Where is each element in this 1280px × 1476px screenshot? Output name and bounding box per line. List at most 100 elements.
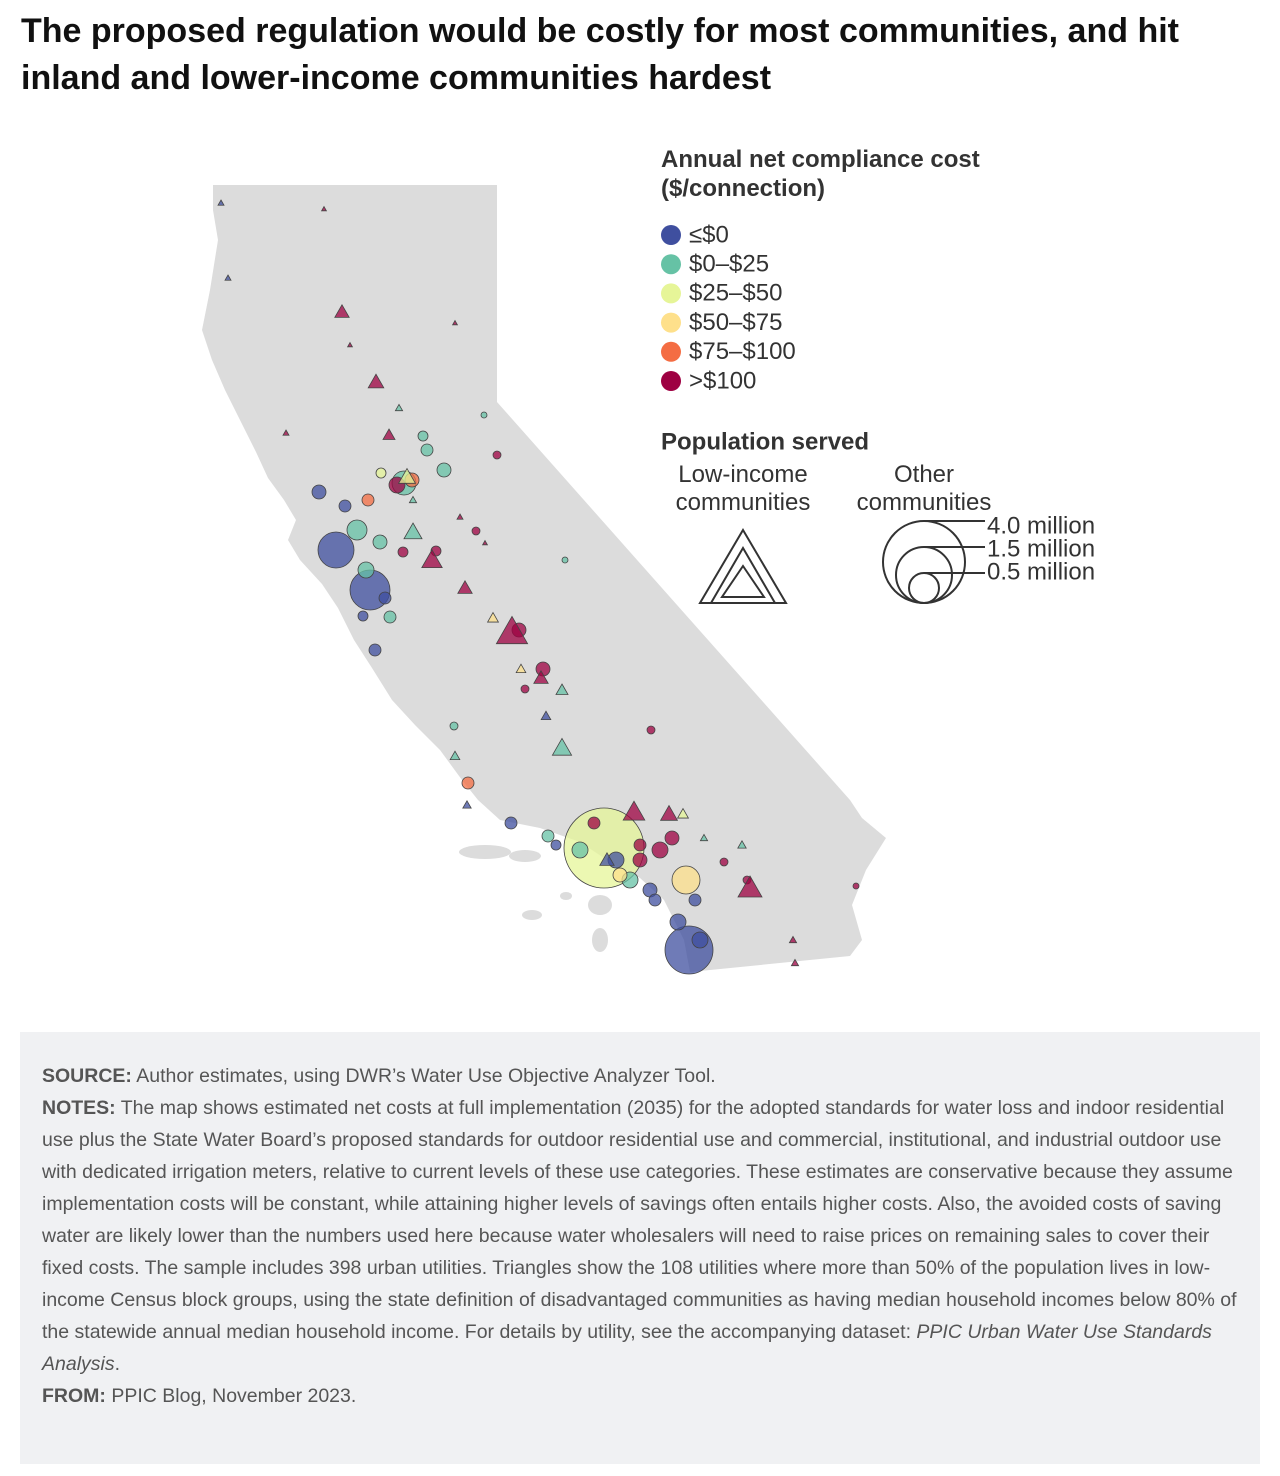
utility-marker [664,925,714,975]
legend-label: >$100 [689,367,756,394]
utility-marker [403,522,423,540]
utility-marker [357,610,369,622]
utility-marker [599,851,615,866]
utility-marker [719,857,729,867]
utility-marker [334,303,350,318]
footer: SOURCE: Author estimates, using DWR’s Wa… [20,1032,1260,1464]
utility-marker [587,816,601,830]
utility-marker [375,467,387,479]
utility-marker [346,519,368,541]
legend-title-text: ($/connection) [661,175,825,202]
utility-marker [383,610,397,624]
utility-marker [368,643,382,657]
utility-marker [451,319,459,326]
utility-marker [648,893,662,907]
size-label: 4.0 million [987,512,1095,539]
notes-dataset: PPIC Urban Water Use Standards Analysis [42,1321,1212,1375]
utility-marker [481,539,489,546]
notes-text: The map shows estimated net costs at ful… [42,1097,1237,1343]
utility-marker [540,710,552,720]
label-line: Low-income [678,461,807,488]
utility-marker [449,750,461,760]
triangle-key [698,528,788,604]
source-label: SOURCE: [42,1065,132,1087]
legend-label: ≤$0 [689,221,729,248]
utility-marker [651,841,669,859]
utility-marker [486,611,500,623]
utility-marker [224,274,232,281]
utility-marker [541,829,555,843]
notes-end: . [114,1353,121,1375]
utility-marker [449,721,459,731]
utility-marker [382,428,396,440]
utility-marker [699,833,709,842]
utility-marker [346,341,354,348]
utility-marker [646,725,656,735]
utility-marker [492,450,502,460]
legend-label: $50–$75 [689,309,782,336]
utility-marker [462,799,472,809]
utility-marker [520,684,530,694]
label-line: communities [676,489,811,516]
legend-swatch [661,254,681,275]
utility-marker [676,807,690,819]
utility-marker [632,852,648,868]
map: Annual net compliance cost ($/connection)… [202,146,1095,975]
utility-marker [551,737,573,756]
utility-marker [515,663,527,673]
utility-marker [571,841,589,859]
low-income-label: Low-income communities [676,461,811,516]
legend-swatch [661,312,681,333]
legend-swatch [661,341,681,362]
utility-marker [317,531,355,569]
utility-marker [612,867,628,883]
legend-swatch [661,283,681,304]
utility-marker [790,958,800,967]
utility-marker [457,579,473,594]
utility-marker [361,493,375,507]
utility-marker [495,615,529,645]
utility-marker [372,534,388,550]
utility-marker [737,875,763,898]
utility-marker [737,839,747,849]
utility-marker [394,403,404,412]
utility-marker [320,205,328,212]
markers [217,199,860,975]
utility-marker [480,411,488,419]
utility-marker [461,776,475,790]
utility-marker [659,804,679,821]
size-legend-title: Population served [661,428,869,455]
utility-marker [561,556,569,564]
utility-marker [533,669,549,684]
source-text: Author estimates, using DWR’s Water Use … [136,1065,716,1087]
size-label: 1.5 million [987,535,1095,562]
utility-marker [421,548,443,569]
from-text: PPIC Blog, November 2023. [111,1385,357,1407]
legend-swatch [661,371,681,391]
label-line: Other [894,461,954,488]
legend-title: Annual net compliance cost ($/connection) [661,146,980,202]
utility-marker [417,430,429,442]
title: The proposed regulation would be costly … [21,12,1179,97]
utility-marker [504,816,518,830]
utility-marker [282,429,290,436]
utility-marker [555,683,569,695]
utility-marker [788,935,798,944]
legend-label: $75–$100 [689,338,796,365]
utility-marker [664,830,680,846]
utility-marker [691,931,709,949]
utility-marker [456,513,464,520]
utility-marker [378,591,392,605]
circle-key [882,520,985,604]
source: SOURCE: Author estimates, using DWR’s Wa… [42,1060,1238,1092]
size-label: 0.5 million [987,558,1095,585]
legend-swatch [661,225,681,245]
utility-marker [671,865,701,895]
utility-marker [357,561,375,579]
utility-marker [408,495,418,504]
utility-marker [311,484,327,500]
legend: ≤$0 $0–$25$25–$50$50–$75$75–$100>$100 [661,221,796,394]
state-shape [202,185,886,972]
other-label: Other communities [857,461,992,516]
